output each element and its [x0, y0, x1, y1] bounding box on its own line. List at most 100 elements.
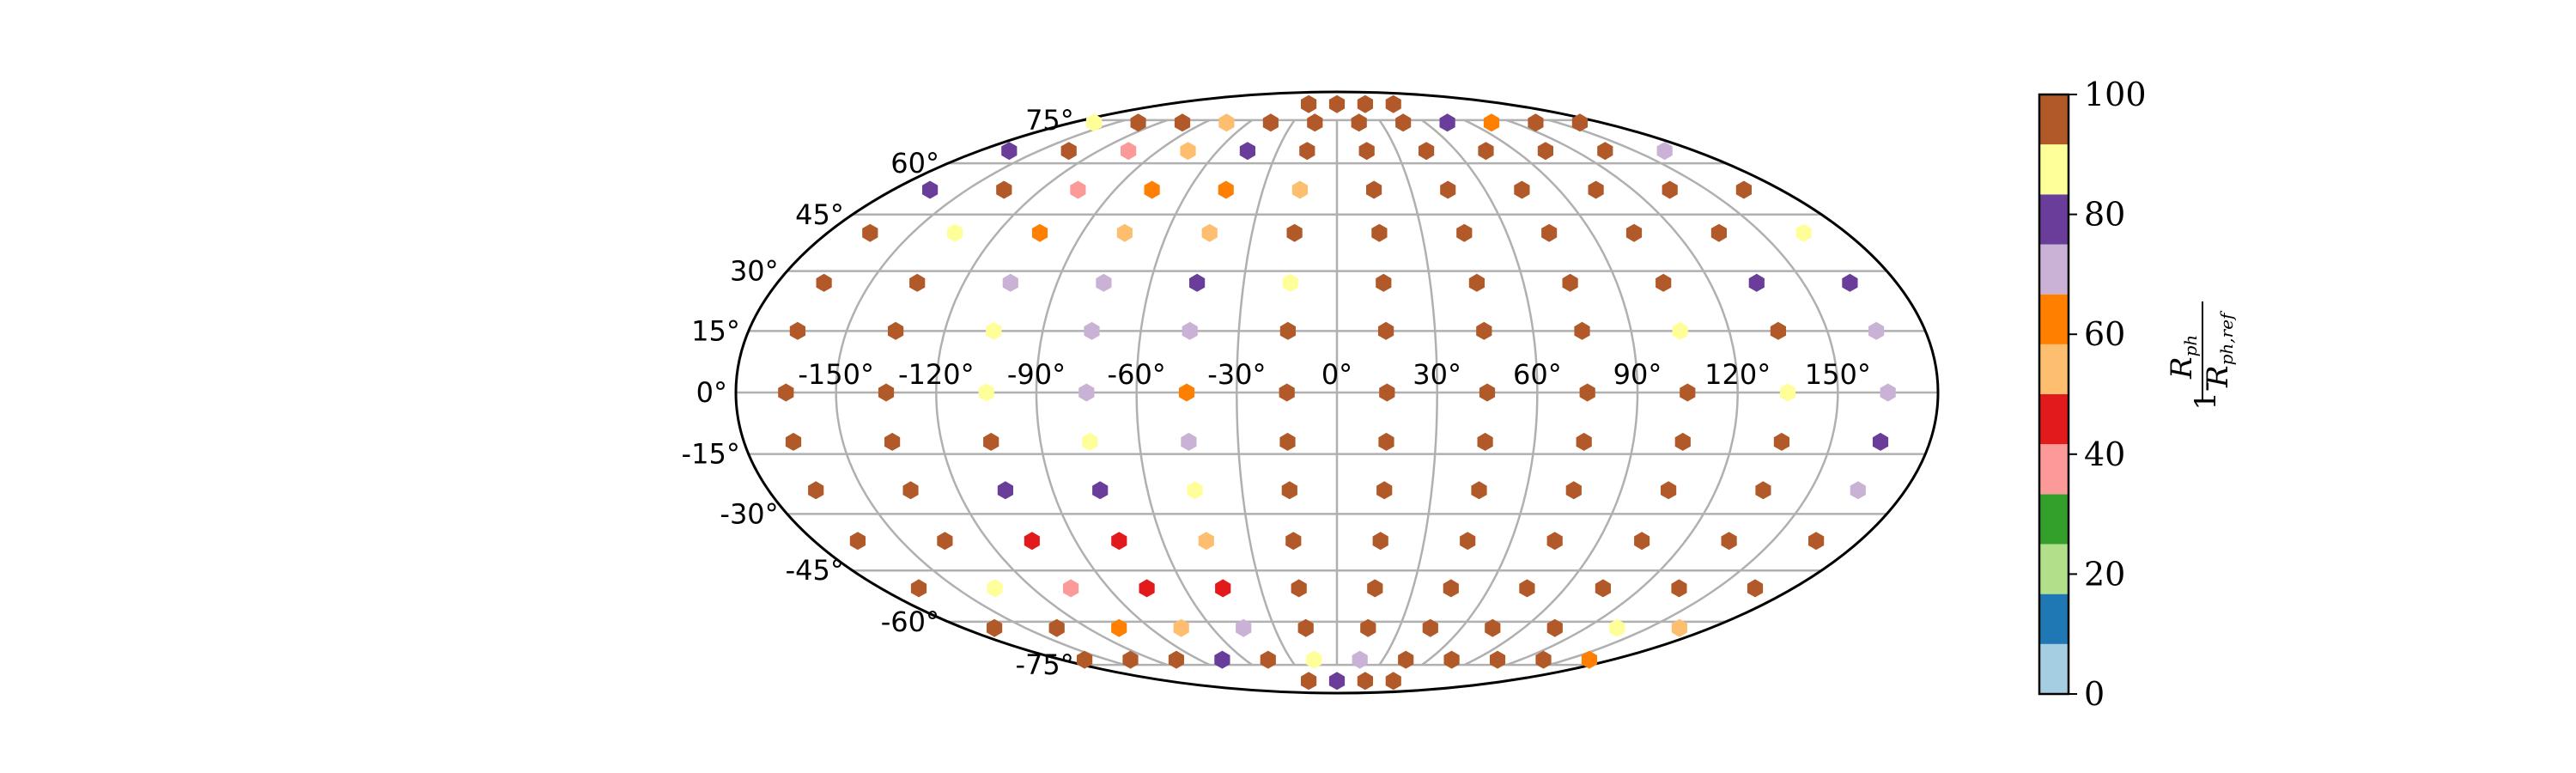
data-point — [996, 180, 1012, 199]
data-point — [1574, 321, 1590, 340]
data-point — [1144, 180, 1160, 199]
colorbar-bin — [2039, 593, 2069, 644]
data-point — [1111, 618, 1127, 637]
data-point — [1358, 142, 1375, 161]
colorbar-bin — [2039, 94, 2069, 145]
data-point — [1456, 223, 1473, 242]
colorbar-bin — [2039, 643, 2069, 694]
data-point — [909, 273, 926, 292]
data-point — [1468, 273, 1485, 292]
data-point — [1279, 321, 1296, 340]
data-point — [987, 618, 1003, 637]
data-point — [1880, 383, 1896, 402]
data-point — [1662, 180, 1678, 199]
data-point — [1086, 113, 1103, 132]
colorbar: 0 20 40 60 80 100 1- Rph Rph,ref — [2038, 76, 2237, 713]
latitude-tick-label: 60° — [890, 147, 939, 180]
data-point — [1376, 273, 1392, 292]
data-point — [1173, 618, 1189, 637]
data-point — [1546, 532, 1563, 551]
data-point — [1656, 142, 1673, 161]
data-point — [1808, 532, 1825, 551]
meridian-gridline — [1548, 119, 1839, 666]
data-point — [1872, 432, 1889, 451]
data-point — [1174, 113, 1191, 132]
data-point — [1674, 432, 1691, 451]
colorbar-label-numerator: Rph — [2165, 335, 2201, 380]
colorbar-bin — [2039, 244, 2069, 295]
data-point — [937, 532, 953, 551]
data-point — [1297, 618, 1314, 637]
data-point — [1116, 223, 1133, 242]
data-point — [1537, 142, 1553, 161]
colorbar-bins — [2039, 94, 2069, 694]
meridian-gridline — [1506, 119, 1739, 666]
data-point — [1201, 223, 1218, 242]
data-point — [1372, 532, 1388, 551]
data-point — [1483, 113, 1500, 132]
data-point — [1672, 321, 1688, 340]
data-point — [1571, 113, 1588, 132]
meridian-gridline — [935, 119, 1168, 666]
data-point — [1710, 223, 1727, 242]
longitude-tick-label: -150° — [798, 358, 874, 391]
data-point — [1850, 481, 1866, 500]
colorbar-bin — [2039, 344, 2069, 394]
data-point — [1239, 142, 1255, 161]
data-point — [1471, 481, 1487, 500]
data-point — [849, 532, 866, 551]
data-point — [1671, 618, 1687, 637]
longitude-tick-label: -30° — [1207, 358, 1266, 391]
graticule — [736, 119, 1938, 666]
data-point — [1001, 142, 1018, 161]
data-point — [1747, 579, 1764, 598]
data-point — [1773, 432, 1789, 451]
data-point — [1842, 273, 1858, 292]
data-point — [1490, 650, 1506, 669]
data-point — [1262, 113, 1279, 132]
data-point — [778, 383, 794, 402]
latitude-tick-label: 75° — [1025, 104, 1074, 137]
latitude-tick-label: -15° — [682, 438, 740, 471]
longitude-tick-label: 120° — [1704, 358, 1771, 391]
longitude-tick-label: 30° — [1413, 358, 1461, 391]
data-point — [816, 273, 832, 292]
data-point — [1379, 383, 1395, 402]
data-point — [1279, 432, 1296, 451]
data-point — [1024, 532, 1040, 551]
data-point — [1070, 180, 1086, 199]
data-point — [1122, 650, 1139, 669]
data-point — [878, 383, 895, 402]
data-point — [1443, 579, 1459, 598]
data-point — [1328, 672, 1346, 691]
data-point — [947, 223, 963, 242]
data-point — [1748, 273, 1765, 292]
data-point — [997, 481, 1013, 500]
colorbar-bin — [2039, 494, 2069, 545]
data-point — [1779, 383, 1796, 402]
data-point — [1735, 180, 1752, 199]
data-point — [1609, 618, 1625, 637]
data-point — [1352, 650, 1368, 669]
data-point — [785, 432, 802, 451]
data-point — [987, 579, 1003, 598]
colorbar-tick-label: 80 — [2084, 196, 2125, 234]
data-point — [1328, 94, 1346, 113]
data-point — [1546, 618, 1563, 637]
data-point — [1440, 180, 1456, 199]
data-point — [1121, 142, 1137, 161]
data-point — [1485, 618, 1501, 637]
data-point — [1721, 532, 1737, 551]
longitude-tick-label: 150° — [1805, 358, 1871, 391]
meridian-gridline — [1035, 119, 1211, 666]
data-point — [1478, 142, 1494, 161]
latitude-tick-label: -75° — [1016, 648, 1074, 681]
latitude-tick-label: 0° — [696, 376, 727, 409]
data-point — [1671, 579, 1687, 598]
data-point — [1218, 180, 1234, 199]
data-point — [1198, 532, 1214, 551]
colorbar-tick-label: 0 — [2084, 675, 2105, 713]
data-point — [862, 223, 878, 242]
data-point — [808, 481, 824, 500]
data-point — [1351, 113, 1367, 132]
